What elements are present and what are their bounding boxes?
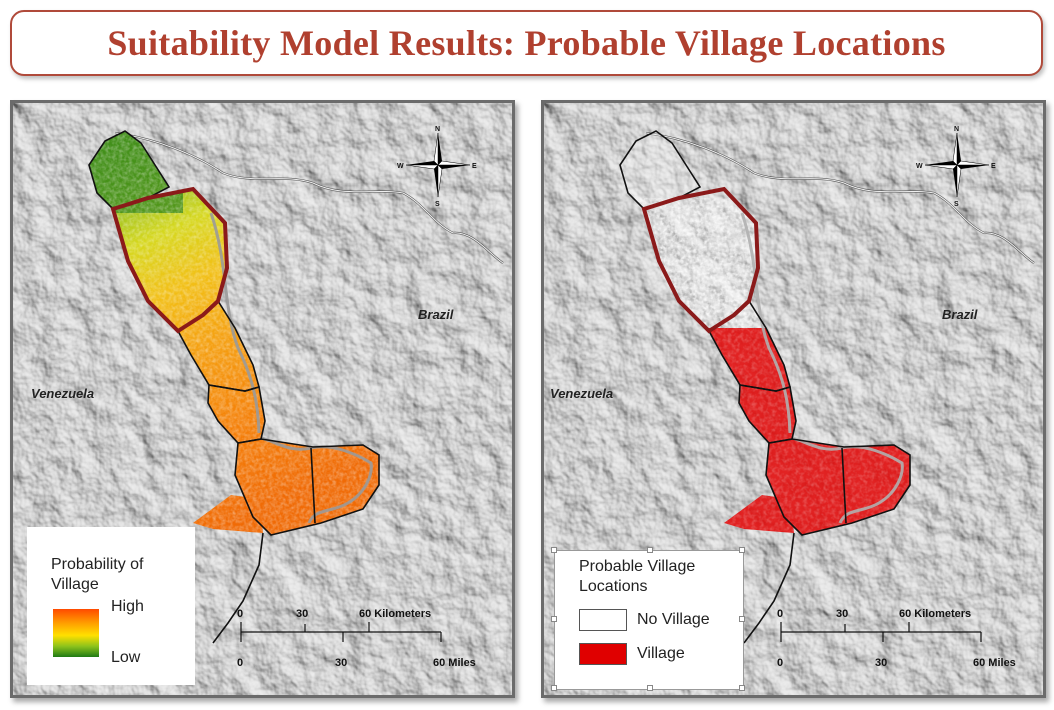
resize-handle[interactable]	[647, 547, 653, 553]
legend-high-label: High	[111, 598, 144, 615]
probability-map: N S E W 0 30 60 Kilometers 0 30 60 Miles	[13, 103, 512, 695]
east-label: E	[472, 163, 477, 170]
west-label: W	[916, 163, 923, 170]
north-label: N	[954, 126, 959, 133]
scale-bar: 0 30 60 Kilometers 0 30 60 Miles	[237, 608, 476, 669]
scale-km-30: 30	[296, 608, 308, 620]
scale-mi-0: 0	[777, 657, 783, 669]
probability-gradient-swatch	[53, 609, 99, 657]
scale-mi-30: 30	[875, 657, 887, 669]
probability-legend: Probability of Village High Low	[27, 527, 195, 685]
label-brazil: Brazil	[418, 307, 454, 322]
scale-km-0: 0	[237, 608, 243, 620]
river	[740, 212, 904, 524]
scale-mi-60: 60 Miles	[433, 657, 476, 669]
title-banner: Suitability Model Results: Probable Vill…	[10, 10, 1043, 76]
scale-km-0: 0	[777, 608, 783, 620]
legend-low-label: Low	[111, 649, 141, 666]
scale-mi-60: 60 Miles	[973, 657, 1016, 669]
legend-village-label: Village	[637, 645, 685, 662]
river	[209, 212, 373, 524]
west-label: W	[397, 163, 404, 170]
legend-title-line2: Village	[51, 576, 99, 593]
highlighted-subregion	[641, 186, 761, 334]
north-label: N	[435, 126, 440, 133]
legend-title-line2: Locations	[579, 578, 648, 595]
resize-handle[interactable]	[739, 616, 745, 622]
highlighted-subregion	[110, 186, 230, 334]
label-venezuela: Venezuela	[550, 386, 614, 401]
village-legend[interactable]: Probable Village Locations No Village Vi…	[551, 547, 745, 691]
legend-title-line1: Probable Village	[579, 558, 696, 575]
scale-mi-0: 0	[237, 657, 243, 669]
village-map: N S E W 0 30 60 Kilometers 0 30 60 Miles	[544, 103, 1043, 695]
scale-bar: 0 30 60 Kilometers 0 30 60 Miles	[777, 608, 1016, 669]
south-label: S	[435, 201, 440, 208]
label-brazil: Brazil	[942, 307, 978, 322]
scale-km-30: 30	[836, 608, 848, 620]
resize-handle[interactable]	[739, 547, 745, 553]
south-label: S	[954, 201, 959, 208]
swatch-no-village	[579, 609, 627, 631]
scale-km-60: 60 Kilometers	[359, 608, 431, 620]
village-map-panel: N S E W 0 30 60 Kilometers 0 30 60 Miles…	[541, 100, 1046, 698]
scale-km-60: 60 Kilometers	[899, 608, 971, 620]
resize-handle[interactable]	[551, 547, 557, 553]
scale-mi-30: 30	[335, 657, 347, 669]
label-venezuela: Venezuela	[31, 386, 95, 401]
legend-no-village-label: No Village	[637, 611, 710, 628]
resize-handle[interactable]	[551, 685, 557, 691]
legend-title-line1: Probability of	[51, 556, 144, 573]
study-subregions	[619, 130, 911, 644]
resize-handle[interactable]	[551, 616, 557, 622]
probability-map-panel: N S E W 0 30 60 Kilometers 0 30 60 Miles…	[10, 100, 515, 698]
east-label: E	[991, 163, 996, 170]
resize-handle[interactable]	[647, 685, 653, 691]
swatch-village	[579, 643, 627, 665]
page-title: Suitability Model Results: Probable Vill…	[107, 23, 946, 63]
resize-handle[interactable]	[739, 685, 745, 691]
